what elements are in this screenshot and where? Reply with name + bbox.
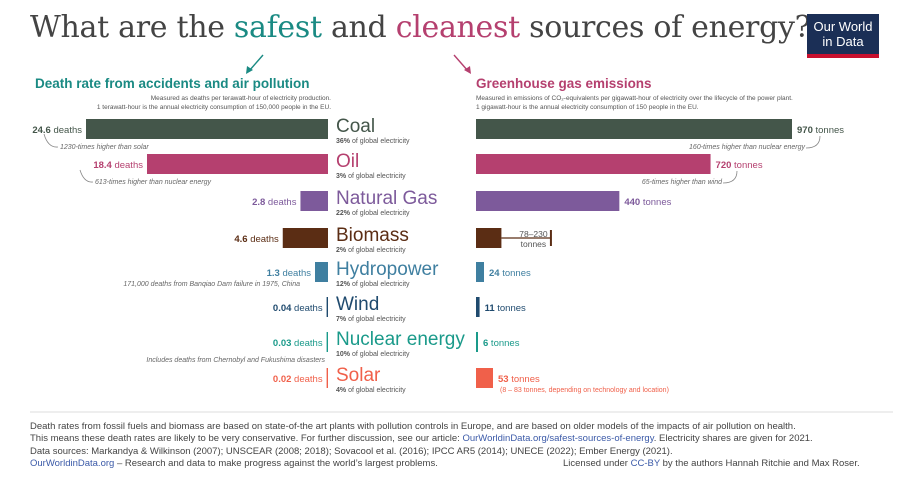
death-rate-label: 0.04 deaths xyxy=(273,303,323,314)
title-arrow-head xyxy=(246,66,253,74)
death-rate-annotation: 171,000 deaths from Banqiao Dam failure … xyxy=(123,281,300,288)
electricity-share: 22% of global electricity xyxy=(336,210,410,217)
footer-note: Death rates from fossil fuels and biomas… xyxy=(30,421,796,432)
death-rate-label: 0.02 deaths xyxy=(273,374,323,385)
electricity-share: 3% of global electricity xyxy=(336,173,406,180)
emissions-bar xyxy=(476,297,480,317)
death-rate-bar xyxy=(326,332,328,352)
energy-source-name: Hydropower xyxy=(336,259,439,280)
emissions-bar xyxy=(476,228,502,248)
emissions-label: 720 tonnes xyxy=(716,160,763,171)
subtitle-line: Measured as deaths per terawatt-hour of … xyxy=(150,95,331,102)
emissions-annotation: (8 – 83 tonnes, depending on technology … xyxy=(500,387,669,394)
emissions-label: 53 tonnes xyxy=(498,374,540,385)
death-rate-bar xyxy=(315,262,328,282)
footer-note: This means these death rates are likely … xyxy=(30,433,813,444)
title-arrow-head xyxy=(464,66,471,74)
footer-text: . Electricity shares are given for 2021. xyxy=(653,433,813,444)
energy-source-name: Natural Gas xyxy=(336,188,437,209)
title-safest: safest xyxy=(233,10,322,45)
energy-source-name: Biomass xyxy=(336,225,409,246)
emissions-label: 78–230 xyxy=(519,229,548,239)
electricity-share: 36% of global electricity xyxy=(336,138,410,145)
emissions-label: 11 tonnes xyxy=(485,303,526,314)
electricity-share: 10% of global electricity xyxy=(336,351,410,358)
death-rate-annotation: Includes deaths from Chernobyl and Fukus… xyxy=(146,357,325,364)
title-text: sources of energy? xyxy=(519,10,811,45)
license-link[interactable]: CC-BY xyxy=(630,458,660,469)
electricity-share: 2% of global electricity xyxy=(336,247,406,254)
page-title: What are the safest and cleanest sources… xyxy=(30,10,811,45)
title-cleanest: cleanest xyxy=(395,10,520,45)
emissions-bar xyxy=(476,119,792,139)
energy-source-name: Solar xyxy=(336,365,381,386)
annotation-connector xyxy=(722,170,738,184)
death-rate-bar xyxy=(86,119,328,139)
emissions-bar xyxy=(476,262,484,282)
owid-link[interactable]: OurWorldinData.org xyxy=(30,458,115,469)
annotation-connector xyxy=(805,135,821,149)
footer-text: Licensed under xyxy=(563,458,631,469)
death-rate-label: 1.3 deaths xyxy=(267,268,312,279)
footer-text: by the authors Hannah Ritchie and Max Ro… xyxy=(660,458,860,469)
emissions-annotation: 160-times higher than nuclear energy xyxy=(689,144,805,151)
emissions-label: 6 tonnes xyxy=(483,338,520,349)
death-rate-label: 24.6 deaths xyxy=(32,125,82,136)
death-rate-label: 0.03 deaths xyxy=(273,338,323,349)
death-rate-bar xyxy=(326,297,328,317)
subtitle-line: 1 terawatt-hour is the annual electricit… xyxy=(96,104,331,111)
subtitle-line: Measured in emissions of CO₂-equivalents… xyxy=(476,95,793,102)
article-link[interactable]: OurWorldinData.org/safest-sources-of-ene… xyxy=(462,433,654,444)
title-text: and xyxy=(321,10,396,45)
footer-license: Licensed under CC-BY by the authors Hann… xyxy=(563,458,860,469)
owid-logo[interactable]: Our World in Data xyxy=(807,14,879,58)
death-rate-label: 18.4 deaths xyxy=(93,160,143,171)
logo-line: in Data xyxy=(822,34,864,49)
death-rate-bar xyxy=(300,191,328,211)
emissions-bar xyxy=(476,154,711,174)
death-rate-annotation: 1230-times higher than solar xyxy=(60,144,149,151)
emissions-label: 24 tonnes xyxy=(489,268,531,279)
title-text: What are the xyxy=(30,10,234,45)
annotation-connector xyxy=(79,169,94,183)
footer-tagline: OurWorldinData.org – Research and data t… xyxy=(30,458,438,469)
right-panel-header: Greenhouse gas emissions xyxy=(476,76,652,91)
emissions-bar xyxy=(476,368,493,388)
electricity-share: 7% of global electricity xyxy=(336,316,406,323)
death-rate-bar xyxy=(282,228,328,248)
energy-source-name: Oil xyxy=(336,151,359,172)
subtitle-line: 1 gigawatt-hour is the annual electricit… xyxy=(476,104,699,111)
death-rate-bar xyxy=(146,154,328,174)
footer-text: This means these death rates are likely … xyxy=(30,433,463,444)
emissions-bar xyxy=(476,191,620,211)
electricity-share: 4% of global electricity xyxy=(336,387,406,394)
title-arrow xyxy=(248,54,264,72)
death-rate-bar xyxy=(326,368,328,388)
emissions-bar xyxy=(476,332,478,352)
emissions-label: 970 tonnes xyxy=(797,125,844,136)
footer-text: – Research and data to make progress aga… xyxy=(114,458,438,469)
emissions-label: 440 tonnes xyxy=(624,197,671,208)
electricity-share: 12% of global electricity xyxy=(336,281,410,288)
title-arrow xyxy=(453,54,469,72)
death-rate-label: 2.8 deaths xyxy=(252,197,297,208)
left-panel-header: Death rate from accidents and air pollut… xyxy=(35,76,310,91)
energy-source-name: Wind xyxy=(336,294,379,315)
right-panel-subtitle: Measured in emissions of CO₂-equivalents… xyxy=(476,94,793,112)
left-panel-subtitle: Measured as deaths per terawatt-hour of … xyxy=(97,94,331,112)
footer-sources: Data sources: Markandya & Wilkinson (200… xyxy=(30,446,673,457)
logo-line: Our World xyxy=(813,19,873,34)
energy-source-name: Coal xyxy=(336,116,375,137)
emissions-annotation: 65-times higher than wind xyxy=(642,179,723,186)
death-rate-label: 4.6 deaths xyxy=(234,234,279,245)
annotation-connector xyxy=(43,133,59,148)
death-rate-annotation: 613-times higher than nuclear energy xyxy=(95,179,211,186)
emissions-label: tonnes xyxy=(521,239,547,249)
energy-source-name: Nuclear energy xyxy=(336,329,465,350)
